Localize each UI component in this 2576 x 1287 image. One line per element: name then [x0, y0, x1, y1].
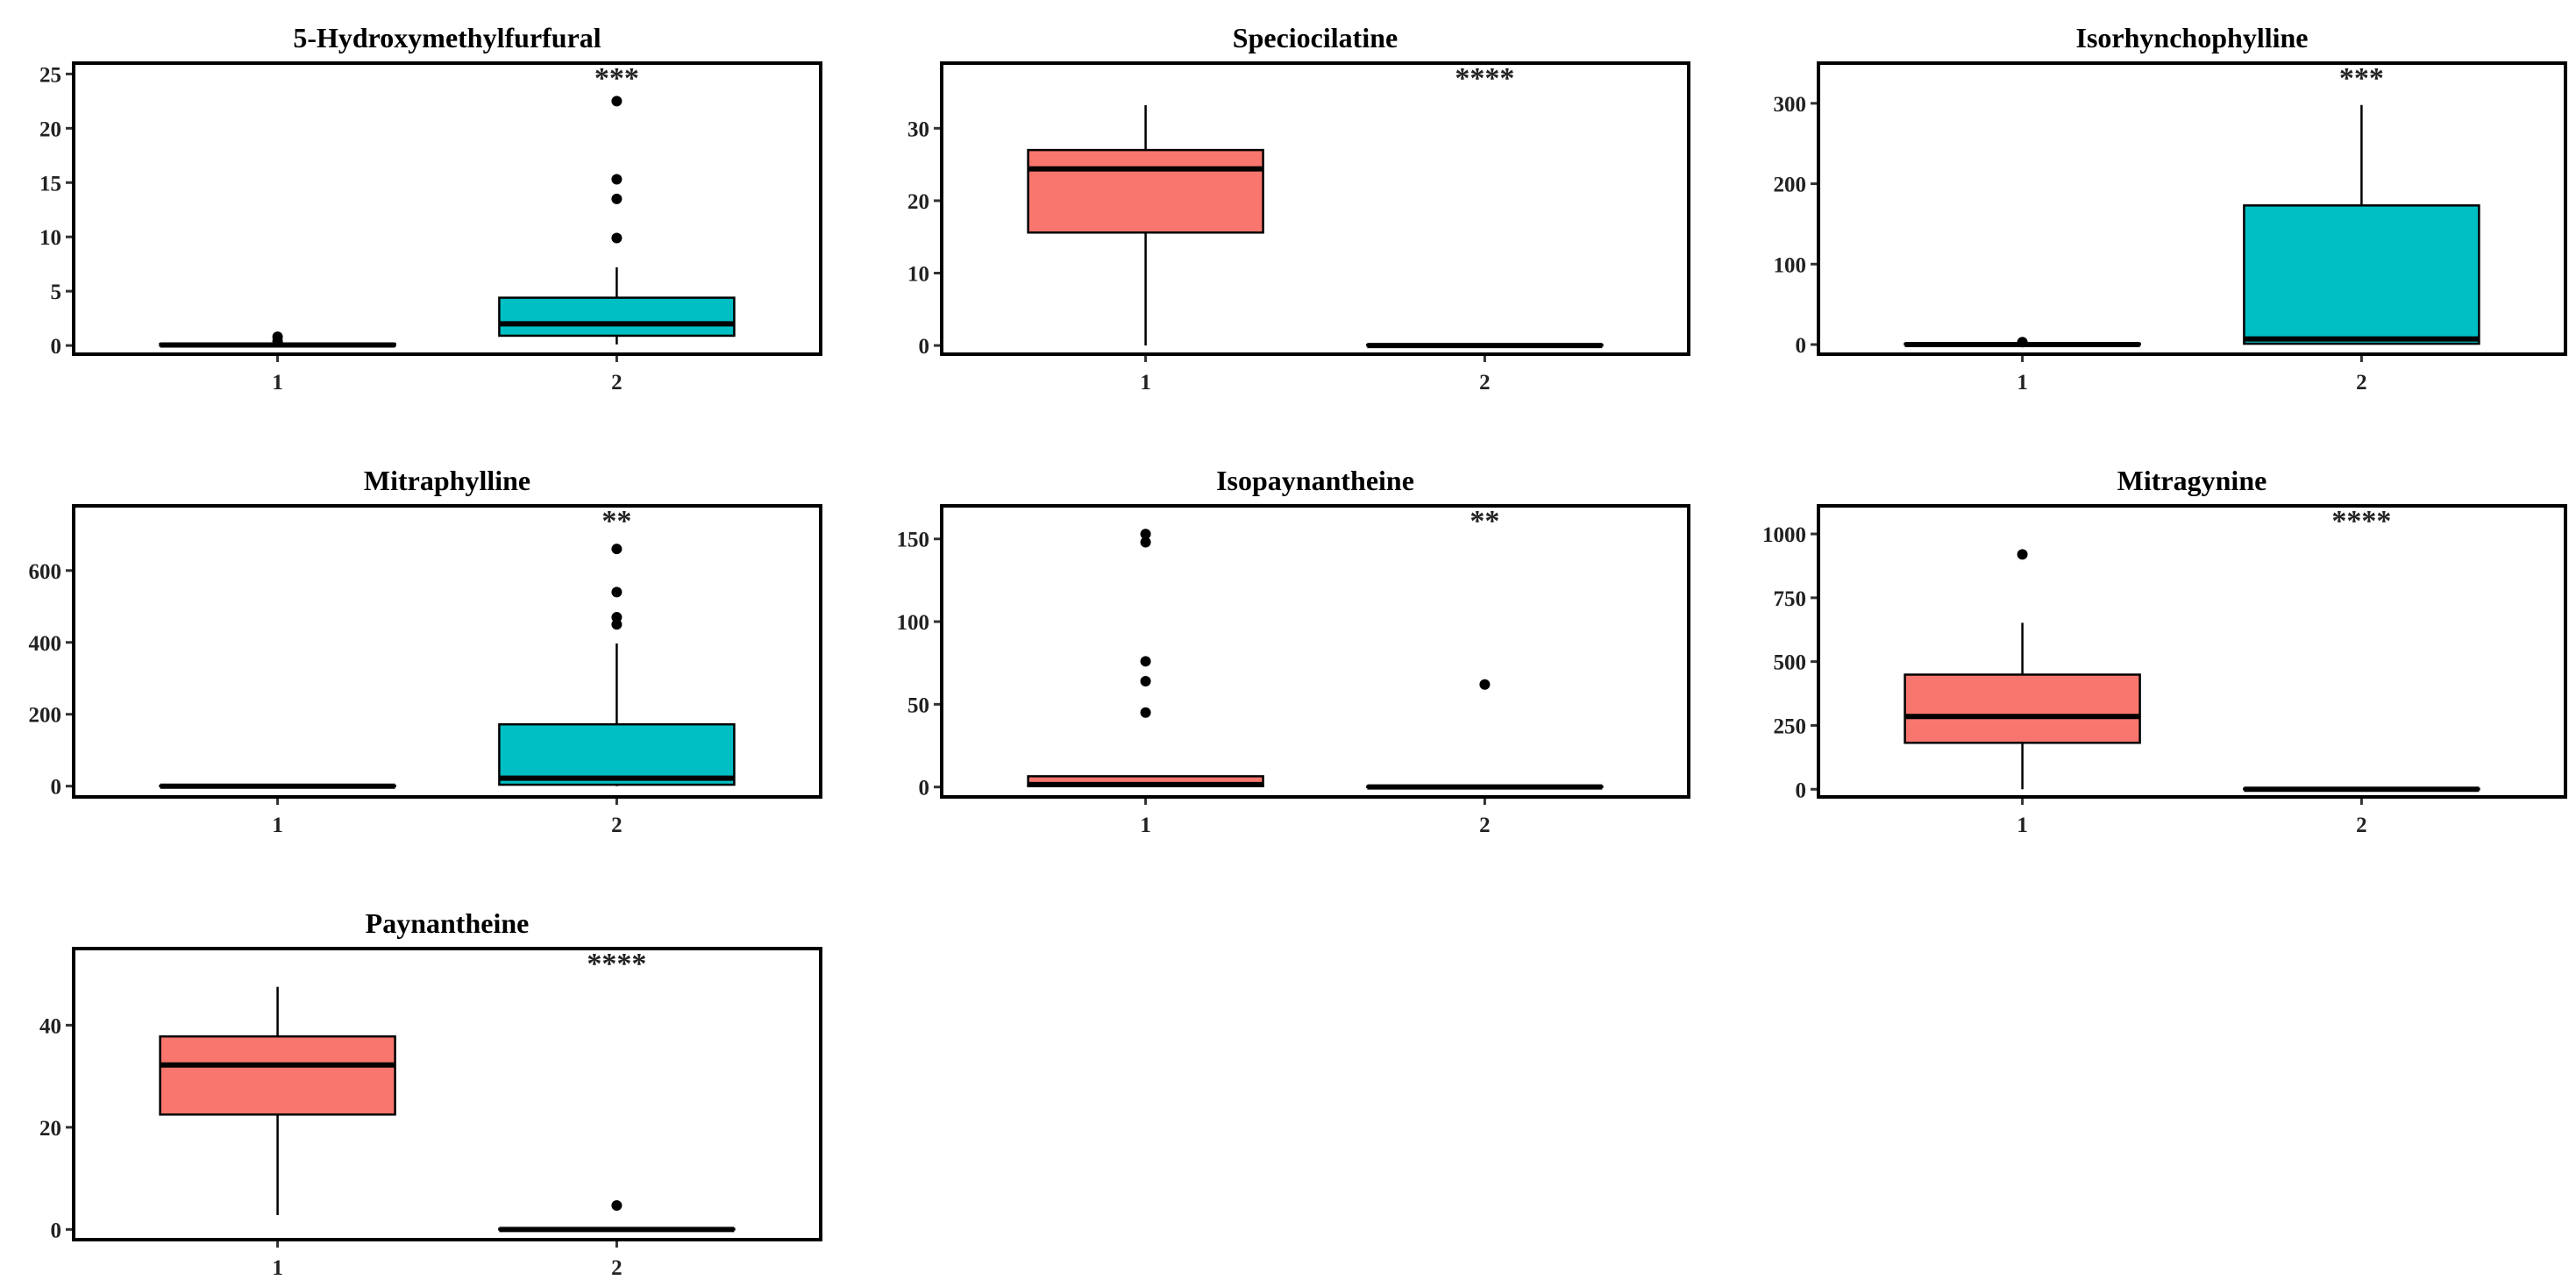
outlier-point	[611, 619, 623, 630]
chart-title: Isorhynchophylline	[2076, 22, 2309, 53]
x-tick-label: 2	[611, 371, 623, 395]
significance-label: ****	[587, 948, 646, 980]
y-tick-label: 150	[897, 529, 930, 552]
y-tick-label: 20	[39, 117, 61, 141]
chart-title: 5-Hydroxymethylfurfural	[293, 22, 601, 53]
y-tick-label: 0	[51, 1219, 62, 1242]
outlier-point	[1140, 707, 1151, 718]
y-tick-label: 300	[1774, 93, 1807, 117]
panel-frame	[1817, 61, 2567, 356]
x-tick-label: 1	[1140, 371, 1151, 395]
significance-label: **	[1469, 505, 1499, 537]
y-tick-label: 10	[907, 263, 929, 287]
y-tick-label: 5	[51, 281, 62, 304]
x-tick-label: 2	[611, 814, 623, 837]
x-tick-label: 1	[272, 1256, 283, 1280]
box-iqr	[2243, 204, 2480, 345]
y-tick-label: 15	[39, 172, 61, 196]
y-tick-label: 200	[29, 704, 62, 728]
chart-panel: Paynantheine 0 20 40 1 2 ****	[39, 907, 822, 1280]
panel-frame	[940, 504, 1690, 799]
panel-frame	[72, 61, 822, 356]
y-tick-label: 20	[39, 1117, 61, 1141]
y-tick-label: 400	[29, 632, 62, 656]
y-tick-label: 10	[39, 226, 61, 250]
y-tick-label: 50	[907, 693, 929, 717]
box-iqr	[1904, 673, 2141, 744]
chart-title: Mitraphylline	[364, 465, 530, 496]
y-tick-label: 25	[39, 63, 61, 87]
y-tick-label: 30	[907, 117, 929, 141]
y-tick-label: 20	[907, 190, 929, 214]
x-tick-label: 1	[2017, 371, 2028, 395]
outlier-point	[1140, 529, 1151, 540]
y-tick-label: 200	[1774, 174, 1807, 197]
y-tick-label: 500	[1774, 651, 1807, 675]
outlier-point	[611, 1199, 623, 1211]
outlier-point	[611, 96, 623, 107]
y-tick-label: 0	[1796, 334, 1807, 358]
box-iqr	[498, 296, 736, 338]
x-tick-label: 1	[2017, 814, 2028, 837]
x-tick-label: 1	[272, 814, 283, 837]
panel-frame	[72, 504, 822, 799]
outlier-point	[611, 232, 623, 244]
chart-panel: Isopaynantheine 0 50 100 150 1 2 **	[897, 465, 1690, 837]
outlier-point	[611, 587, 623, 598]
y-tick-label: 100	[1774, 253, 1807, 277]
chart-panel: Speciocilatine 0 10 20 30 1 2 ****	[907, 22, 1690, 395]
box-iqr	[159, 1035, 396, 1116]
outlier-point	[2017, 337, 2028, 348]
panel-frame	[940, 61, 1690, 356]
panel-frame	[72, 947, 822, 1241]
x-tick-label: 2	[1479, 814, 1491, 837]
outlier-point	[1140, 675, 1151, 686]
x-tick-label: 1	[272, 371, 283, 395]
outlier-point	[272, 331, 283, 343]
outlier-point	[1479, 679, 1491, 690]
x-tick-label: 2	[2356, 371, 2367, 395]
y-tick-label: 0	[919, 777, 930, 800]
chart-title: Speciocilatine	[1233, 22, 1398, 53]
y-tick-label: 0	[51, 335, 62, 359]
chart-panel: 5-Hydroxymethylfurfural 0 5 10 15 20 25 1 2 ***	[39, 22, 822, 395]
outlier-point	[1140, 656, 1151, 667]
x-tick-label: 1	[1140, 814, 1151, 837]
chart-title: Paynantheine	[366, 907, 530, 939]
panel-frame	[1817, 504, 2567, 799]
significance-label: ***	[2339, 62, 2384, 95]
y-tick-label: 40	[39, 1014, 61, 1038]
chart-panel: Mitraphylline 0 200 400 600 1 2 **	[29, 465, 822, 837]
significance-label: ***	[594, 62, 639, 95]
significance-label: ****	[2331, 505, 2391, 537]
x-tick-label: 2	[2356, 814, 2367, 837]
outlier-point	[611, 544, 623, 555]
outlier-point	[1140, 537, 1151, 548]
y-tick-label: 750	[1774, 587, 1807, 611]
y-tick-label: 0	[1796, 779, 1807, 802]
outlier-point	[611, 193, 623, 204]
outlier-point	[611, 612, 623, 623]
y-tick-label: 1000	[1762, 523, 1806, 547]
box-iqr	[498, 722, 736, 786]
chart-title: Isopaynantheine	[1216, 465, 1414, 496]
x-tick-label: 2	[611, 1256, 623, 1280]
significance-label: **	[601, 505, 631, 537]
chart-title: Mitragynine	[2117, 465, 2267, 496]
y-tick-label: 0	[51, 776, 62, 800]
y-tick-label: 0	[919, 335, 930, 359]
chart-panel: Isorhynchophylline 0 100 200 300 1 2 ***	[1774, 22, 2567, 395]
chart-panel: Mitragynine 0 250 500 750 1000 1 2 ****	[1762, 465, 2567, 837]
significance-label: ****	[1455, 62, 1514, 95]
y-tick-label: 100	[897, 611, 930, 635]
outlier-point	[2017, 549, 2028, 560]
y-tick-label: 600	[29, 560, 62, 584]
box-iqr	[1027, 148, 1264, 234]
x-tick-label: 2	[1479, 371, 1491, 395]
y-tick-label: 250	[1774, 715, 1807, 738]
outlier-point	[611, 174, 623, 185]
